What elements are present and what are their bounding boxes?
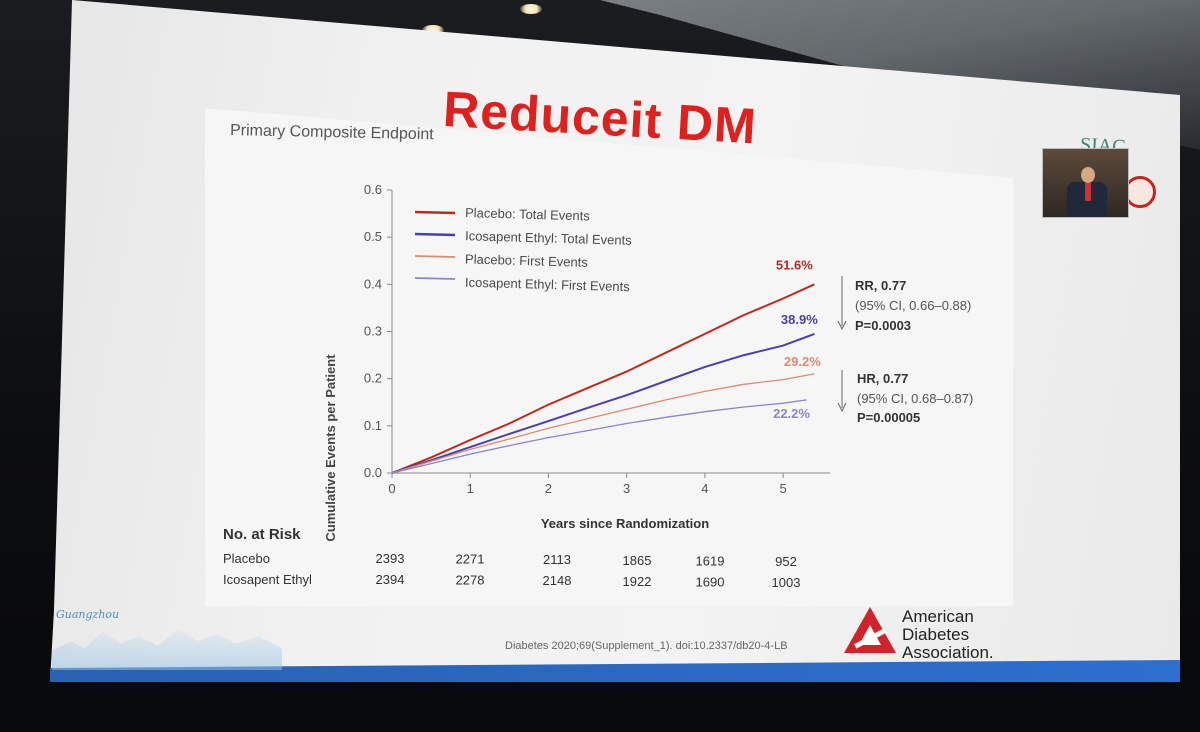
city-script-logo: Guangzhou [56,608,120,621]
at-risk-value: 1619 [696,553,725,568]
series-end-label-2: 38.9% [781,312,818,327]
legend-label-3: Placebo: First Events [465,251,589,269]
chart-legend: Placebo: Total Events Icosapent Ethyl: To… [414,205,633,295]
y-tick-label: 0.1 [364,418,382,433]
y-tick-label: 0.3 [364,324,382,339]
series-end-label-1: 51.6% [776,257,813,272]
speaker-head [1081,167,1095,183]
at-risk-value: 2394 [376,572,405,587]
rr-label: RR, 0.77 [855,278,906,293]
legend-label-1: Placebo: Total Events [465,205,591,223]
x-tick-label: 2 [545,481,552,496]
x-axis-label: Years since Randomization [541,516,709,531]
legend-swatch-3 [414,255,456,258]
rr-p-value: P=0.0003 [855,318,911,333]
ceiling-light [520,4,542,14]
at-risk-row-label: Placebo [223,551,270,566]
series-end-label-3: 29.2% [784,354,821,369]
chart-title: Primary Composite Endpoint [230,122,435,143]
x-tick-label: 4 [701,481,708,496]
y-axis-ticks: 0.0 0.1 0.2 0.3 0.4 0.5 0.6 [364,182,392,480]
at-risk-value: 952 [775,554,797,569]
series-line-1 [391,283,815,474]
series-lines [391,283,815,474]
at-risk-value: 1690 [696,574,725,589]
series-end-labels: 51.6% 38.9% 29.2% 22.2% [773,257,821,421]
series-end-label-4: 22.2% [773,406,810,421]
ada-line-1: American [902,607,974,626]
y-tick-label: 0.6 [364,182,382,197]
at-risk-value: 2148 [543,573,572,588]
hr-p-value: P=0.00005 [857,410,920,425]
series-line-3 [391,373,815,474]
citation: Diabetes 2020;69(Supplement_1). doi:10.2… [505,640,788,652]
speaker-webcam-inset [1042,148,1129,218]
series-line-4 [391,399,807,474]
hr-ci: (95% CI, 0.68–0.87) [857,391,973,406]
hr-arrow-head [837,402,847,413]
legend-swatch-4 [414,277,456,280]
speaker-tie [1085,183,1091,201]
legend-swatch-1 [414,210,456,215]
x-tick-label: 3 [623,481,630,496]
at-risk-row-label: Icosapent Ethyl [223,572,312,587]
ada-triangle-icon [844,607,896,653]
legend-label-4: Icosapent Ethyl: First Events [465,275,631,295]
hr-annotation: HR, 0.77 (95% CI, 0.68–0.87) P=0.00005 [837,370,973,425]
ada-line-2: Diabetes [902,625,970,644]
at-risk-value: 2271 [456,552,485,567]
y-axis-label: Cumulative Events per Patient [323,354,338,542]
hr-label: HR, 0.77 [857,371,908,386]
at-risk-value: 1865 [623,553,652,568]
legend-label-2: Icosapent Ethyl: Total Events [465,228,633,248]
at-risk-value: 2113 [543,552,571,567]
y-tick-label: 0.4 [364,276,382,291]
y-tick-label: 0.5 [364,229,382,244]
at-risk-table: Placebo 2393 2271 2113 1865 1619 952 Icosapent … [223,551,800,590]
ada-line-3: Association. [902,643,994,662]
chart-card: Primary Composite Endpoint 0.0 0.1 0.2 0.3 0… [205,108,1013,606]
y-tick-label: 0.2 [364,371,382,386]
rr-annotation: RR, 0.77 (95% CI, 0.66–0.88) P=0.0003 [837,276,971,333]
at-risk-value: 1922 [623,574,652,589]
kaplan-meier-chart: Primary Composite Endpoint 0.00.10.20.30… [223,122,973,590]
y-tick-label: 0.0 [364,465,382,480]
at-risk-value: 2393 [376,551,405,566]
ada-wordmark: American Diabetes Association. [902,608,994,662]
x-tick-label: 0 [388,481,395,496]
ceiling-light [422,25,444,35]
legend-swatch-2 [414,232,456,237]
at-risk-header: No. at Risk [223,526,301,543]
rr-ci: (95% CI, 0.66–0.88) [855,298,971,313]
x-axis-ticks: 0 1 2 3 4 5 [388,473,787,496]
series-line-2 [391,332,815,474]
x-tick-label: 5 [779,481,786,496]
at-risk-value: 2278 [456,573,485,588]
at-risk-value: 1003 [772,575,801,590]
x-tick-label: 1 [467,481,474,496]
rr-arrow-head [837,320,847,331]
